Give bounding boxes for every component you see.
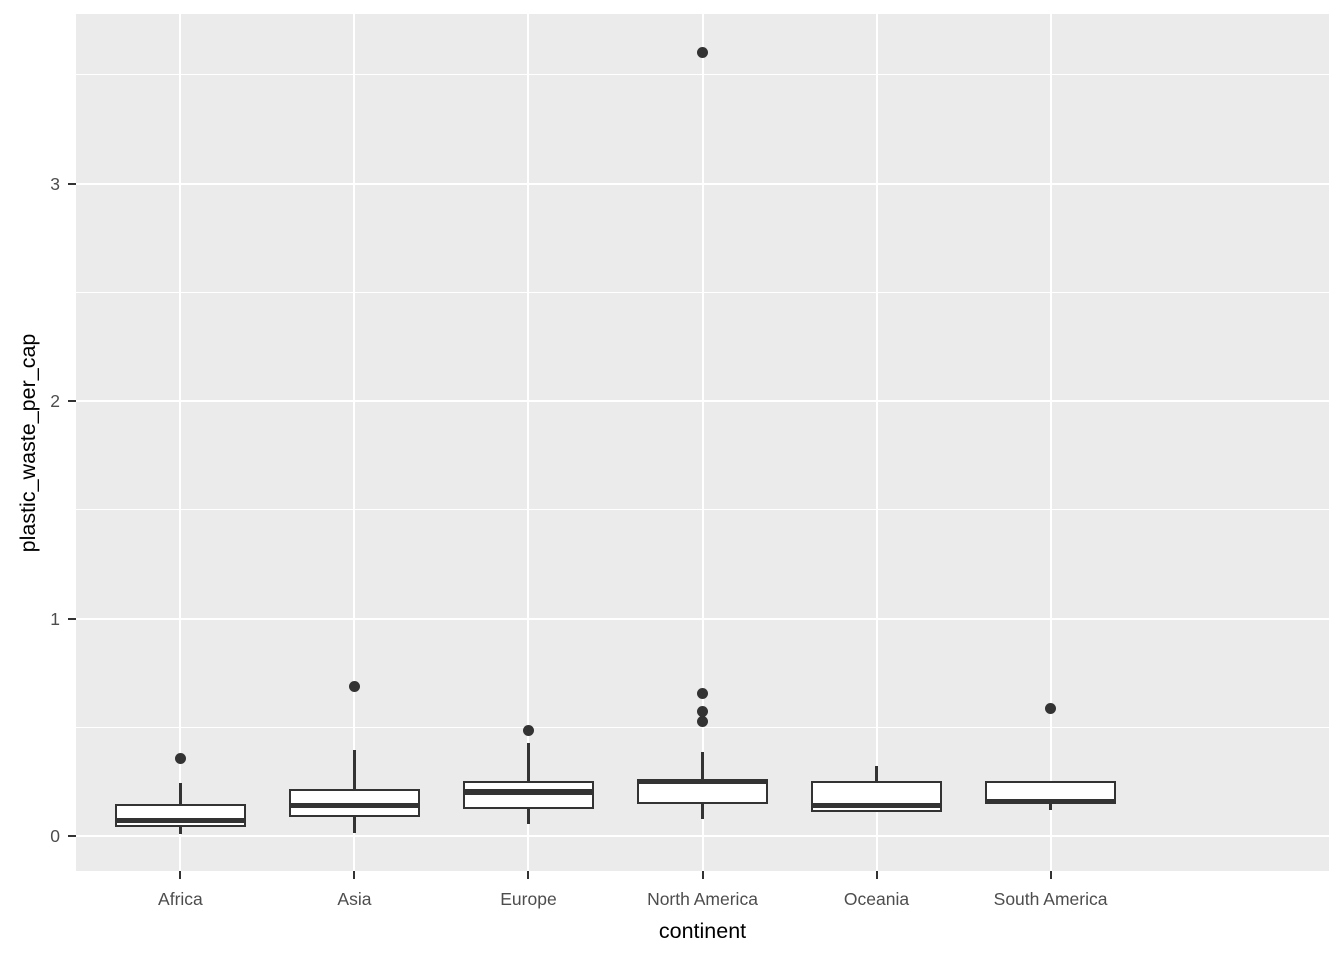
x-tick-label-asia: Asia [337,889,372,909]
boxplot-median-europe [463,789,594,795]
x-tick-label-south-america: South America [993,889,1108,909]
x-tick-mark [701,871,704,879]
y-tick-mark [68,617,76,620]
boxplot-median-oceania [811,802,942,808]
outlier-point-north-america [697,47,708,59]
y-tick-mark [68,400,76,403]
x-tick-label-africa: Africa [158,889,203,909]
boxplot-whisker-lower-north-america [701,804,704,819]
outlier-point-north-america [697,706,708,718]
gridline-x [353,14,356,871]
y-tick-label: 2 [50,391,60,412]
gridline-x [875,14,878,871]
boxplot-whisker-upper-africa [179,782,182,804]
y-tick-label: 1 [50,608,60,629]
boxplot-box-europe [463,781,594,809]
outlier-point-north-america [697,715,708,727]
boxplot-median-north-america [637,779,768,785]
y-tick-label: 3 [50,173,60,194]
x-tick-mark [1049,871,1052,879]
x-axis-title: continent [658,919,747,943]
outlier-point-europe [522,724,534,736]
boxplot-whisker-lower-south-america [1049,804,1052,811]
boxplot-whisker-upper-north-america [701,752,704,779]
boxplot-whisker-upper-europe [527,742,530,782]
boxplot-whisker-upper-asia [353,749,356,789]
outlier-point-africa [174,753,186,765]
y-tick-mark [68,835,76,838]
gridline-x [1049,14,1052,871]
x-tick-mark [527,871,530,879]
x-tick-label-north-america: North America [647,889,758,909]
boxplot-whisker-lower-europe [527,808,530,824]
x-tick-mark [179,871,182,879]
boxplot-median-south-america [985,798,1116,804]
x-tick-mark [353,871,356,879]
gridline-x [527,14,530,871]
boxplot-median-africa [115,818,246,824]
boxplot-whisker-lower-asia [353,816,356,833]
x-tick-mark [875,871,878,879]
y-axis-title: plastic_waste_per_cap [16,333,40,552]
outlier-point-south-america [1045,703,1057,715]
y-tick-label: 0 [50,826,60,847]
outlier-point-north-america [697,687,708,699]
x-tick-label-oceania: Oceania [843,889,910,909]
outlier-point-asia [348,680,360,692]
boxplot-whisker-lower-africa [179,827,182,834]
boxplot-median-asia [289,802,420,808]
gridline-x [701,14,704,871]
boxplot-box-africa [115,803,246,828]
x-tick-label-europe: Europe [500,889,557,909]
boxplot-whisker-upper-oceania [875,765,878,782]
y-tick-mark [68,182,76,185]
gridline-x [179,14,182,871]
